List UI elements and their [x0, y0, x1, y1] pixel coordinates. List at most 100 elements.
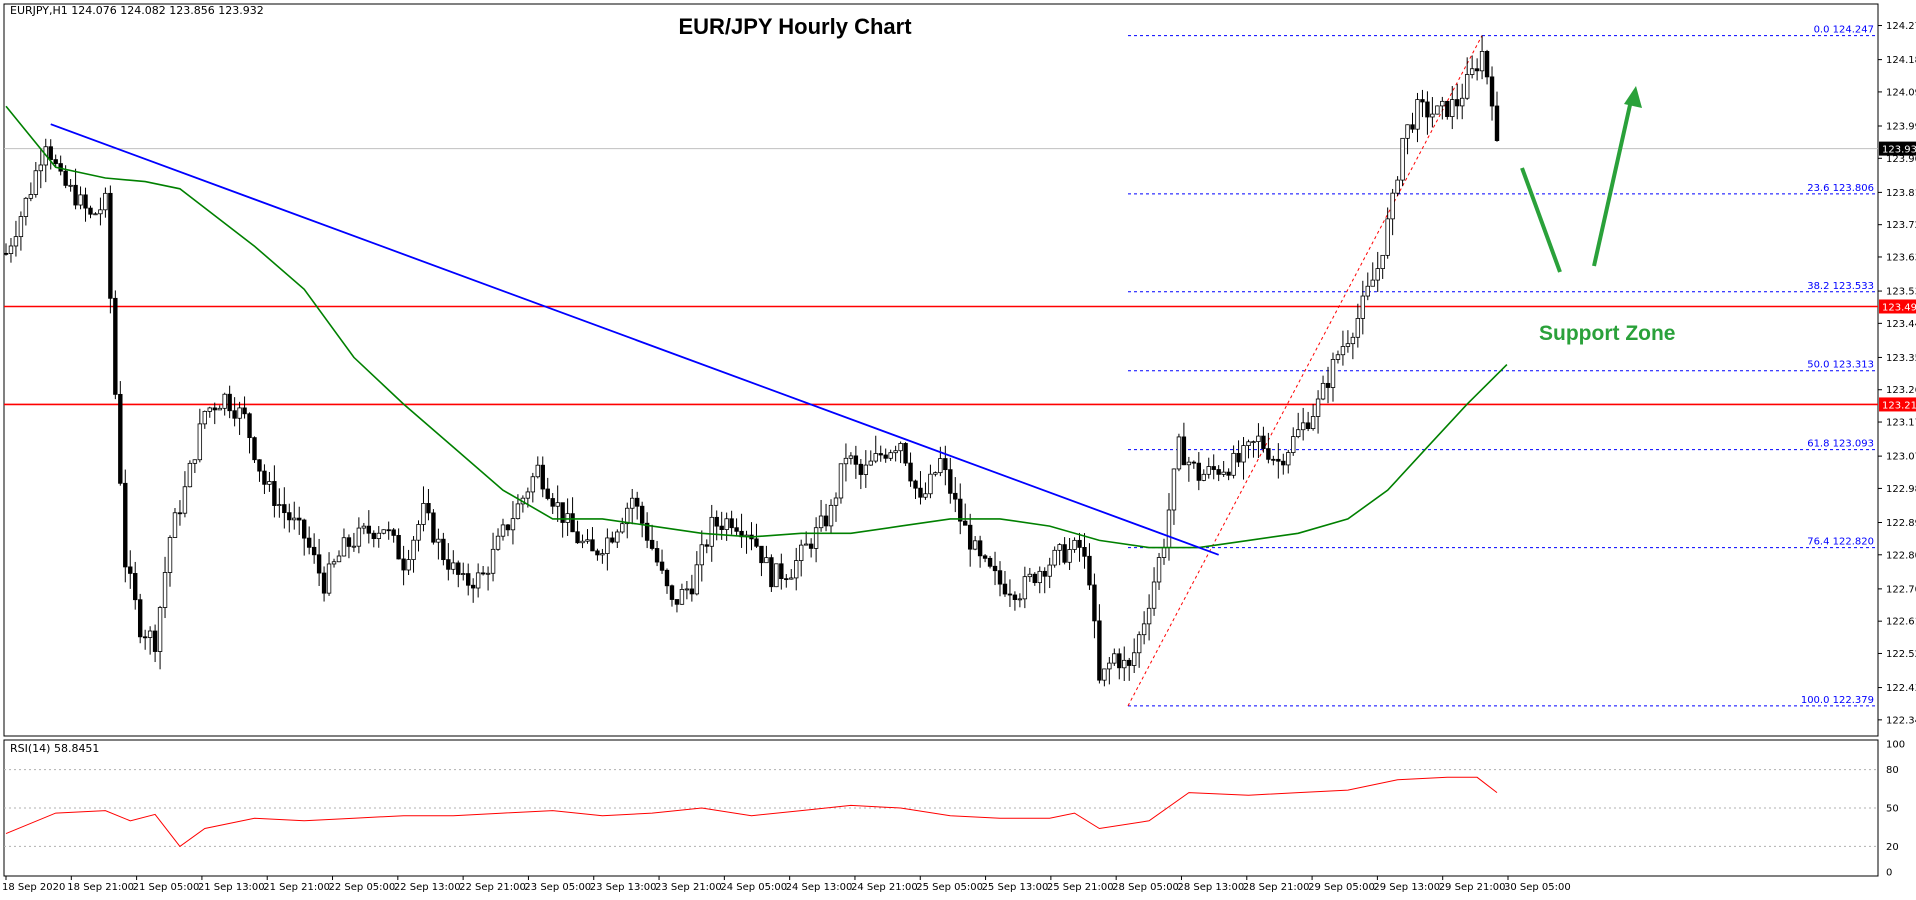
support-price-box [1879, 299, 1916, 314]
fib-level-label: 38.2 123.533 [1807, 281, 1874, 292]
candle-body [177, 512, 183, 515]
candle-body [48, 146, 53, 161]
candle-body [1320, 382, 1326, 400]
candle-body [222, 393, 227, 409]
candle-body [207, 407, 212, 412]
candle-body [416, 524, 421, 541]
candle-body [634, 497, 640, 507]
candle-body [262, 470, 267, 485]
candle-body [1360, 295, 1366, 319]
candle-body [570, 513, 575, 533]
candle-body [803, 543, 809, 546]
candle-body [267, 481, 272, 485]
candle-body [13, 236, 19, 247]
support-price-label: 123.492 [1882, 302, 1916, 313]
candle-body [987, 557, 993, 567]
candle-body [98, 209, 103, 215]
candle-body [1196, 462, 1201, 481]
time-tick-label: 21 Sep 21:00 [263, 882, 330, 893]
candle-body [356, 527, 362, 547]
fib-level-label: 76.4 122.820 [1807, 537, 1874, 548]
candle-body [1305, 422, 1311, 430]
candle-body [565, 513, 570, 523]
candle-body [1455, 99, 1460, 107]
candle-body [301, 519, 307, 539]
candle-body [1300, 422, 1306, 431]
candle-body [1469, 68, 1475, 75]
candle-body [938, 458, 943, 474]
candle-body [967, 524, 973, 550]
candle-body [843, 457, 849, 465]
time-tick-label: 21 Sep 13:00 [198, 882, 265, 893]
time-tick-label: 23 Sep 13:00 [590, 882, 657, 893]
candle-body [381, 529, 386, 534]
fib-level-label: 0.0 124.247 [1814, 25, 1874, 36]
candle-body [759, 545, 764, 564]
price-panel [3, 3, 1879, 737]
candle-body [898, 443, 903, 452]
candle-body [1400, 137, 1405, 181]
candle-body [1276, 458, 1281, 462]
time-tick-label: 22 Sep 13:00 [394, 882, 461, 893]
candle-body [1161, 547, 1167, 558]
candle-body [1216, 469, 1221, 475]
candle-body [1166, 509, 1172, 548]
candle-body [913, 480, 918, 489]
candle-body [1365, 285, 1370, 297]
price-tick-label: 123.630 [1886, 252, 1916, 263]
candle-body [878, 453, 883, 456]
price-tick-label: 123.260 [1886, 385, 1916, 396]
price-tick-label: 123.350 [1886, 353, 1916, 364]
time-tick-label: 24 Sep 05:00 [720, 882, 787, 893]
time-tick-label: 23 Sep 05:00 [524, 882, 591, 893]
candle-body [540, 464, 545, 490]
candle-body [1231, 452, 1236, 476]
candle-body [1460, 97, 1465, 107]
candle-body [1122, 659, 1127, 669]
candle-body [595, 550, 600, 556]
candle-body [813, 527, 819, 549]
candle-body [23, 197, 29, 217]
candle-body [530, 476, 536, 493]
candle-body [630, 497, 635, 509]
projection-down-leg [1520, 167, 1562, 273]
candle-body [1370, 279, 1375, 287]
candle-body [466, 573, 471, 586]
time-tick-label: 30 Sep 05:00 [1504, 882, 1571, 893]
candle-body [799, 544, 804, 561]
candle-body [1027, 573, 1033, 578]
candle-body [63, 170, 68, 186]
time-tick-label: 25 Sep 05:00 [916, 882, 983, 893]
candle-body [113, 297, 118, 395]
fib-level-label: 23.6 123.806 [1807, 183, 1874, 194]
candle-body [545, 488, 550, 499]
price-tick-label: 124.275 [1886, 21, 1916, 32]
candle-body [555, 502, 560, 507]
candle-body [162, 572, 168, 608]
candle-body [441, 538, 446, 561]
candle-body [1151, 581, 1157, 609]
time-tick-label: 29 Sep 05:00 [1308, 882, 1375, 893]
candle-body [535, 464, 540, 478]
candle-body [1012, 594, 1018, 600]
candle-body [93, 213, 98, 216]
time-tick-label: 28 Sep 21:00 [1243, 882, 1310, 893]
candle-body [719, 525, 724, 531]
candle-body [1087, 555, 1092, 586]
candle-body [689, 588, 695, 595]
candle-body [495, 535, 501, 550]
candle-body [1102, 668, 1107, 681]
candle-body [764, 557, 769, 564]
candle-body [575, 531, 580, 544]
candle-body [1464, 74, 1470, 99]
chart-title: EUR/JPY Hourly Chart [678, 14, 912, 39]
candle-body [227, 393, 232, 412]
rsi-tick-label: 80 [1886, 765, 1899, 776]
candle-body [103, 192, 108, 211]
time-tick-label: 18 Sep 21:00 [67, 882, 134, 893]
candle-body [376, 532, 381, 540]
candle-body [639, 505, 645, 524]
candle-body [386, 529, 391, 532]
price-tick-label: 123.995 [1886, 122, 1916, 133]
